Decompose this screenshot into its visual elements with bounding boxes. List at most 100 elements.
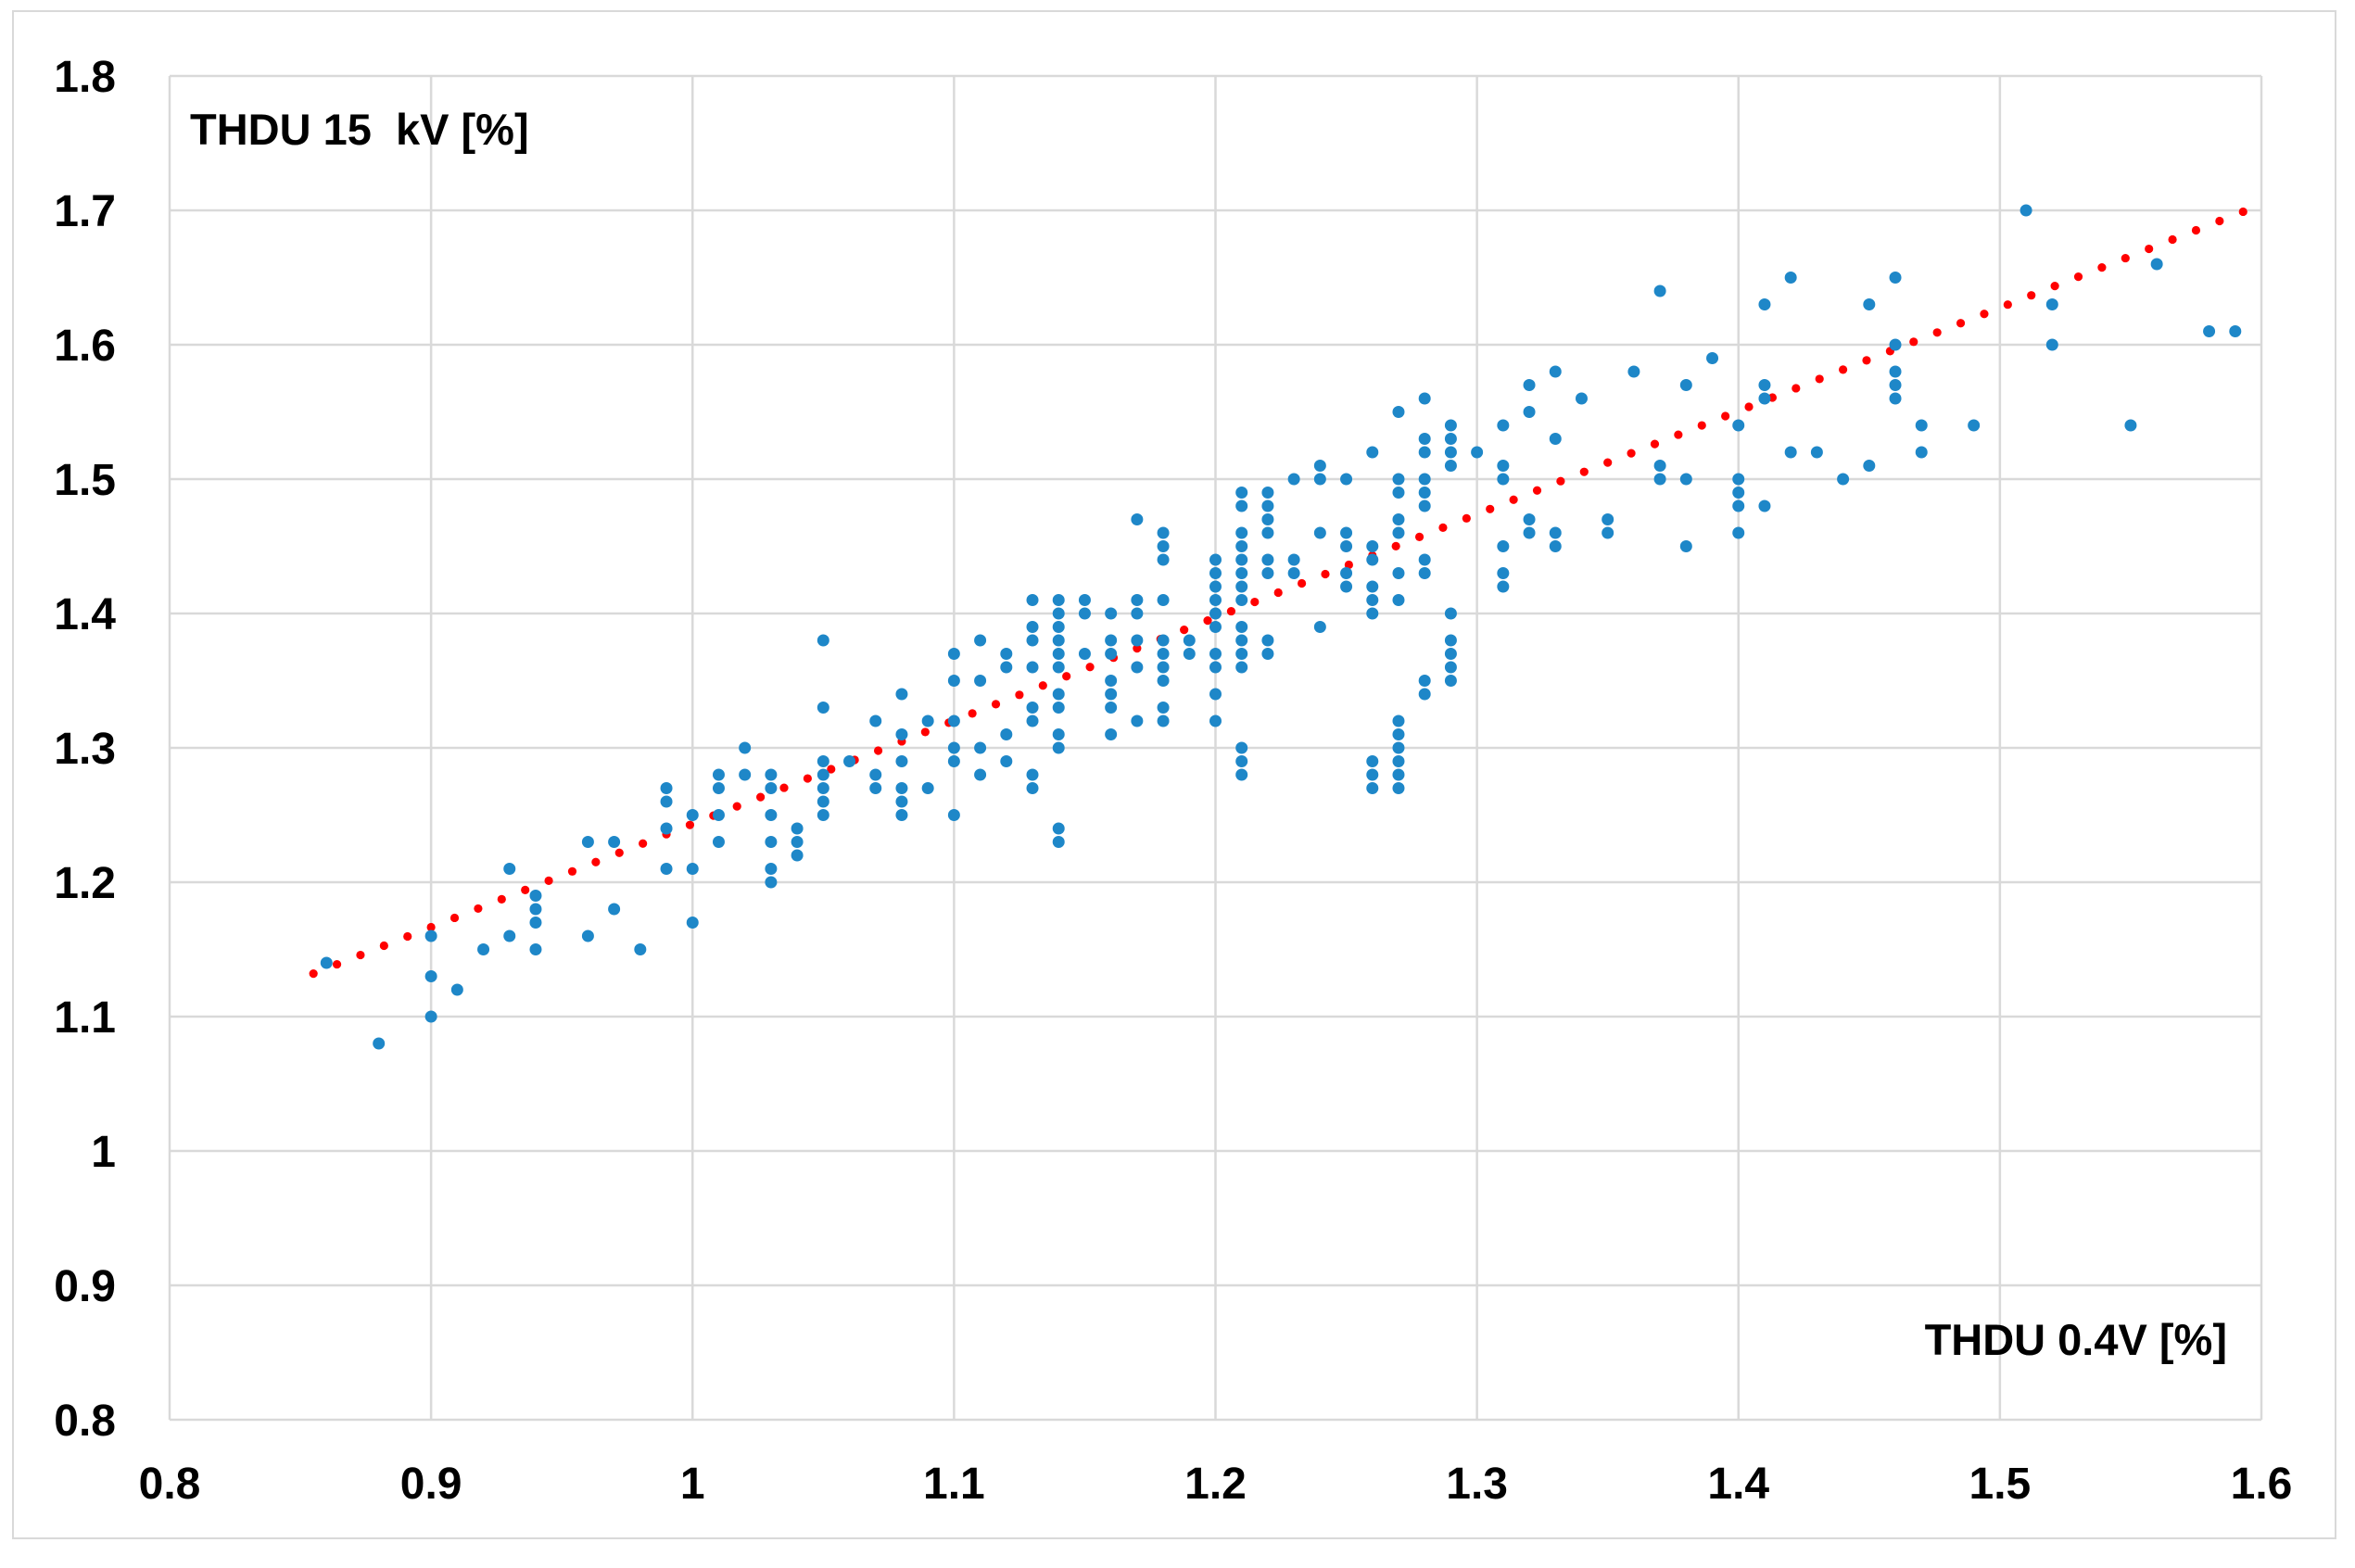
data-point xyxy=(1313,473,1326,486)
data-point xyxy=(1679,540,1692,552)
data-point xyxy=(739,768,752,781)
data-point xyxy=(1497,473,1510,486)
data-point xyxy=(660,863,673,875)
trend-dot xyxy=(1650,439,1660,449)
trend-dot xyxy=(756,792,766,802)
trend-dot xyxy=(1579,467,1589,476)
x-tick-label: 1.1 xyxy=(923,1460,985,1509)
trend-dot xyxy=(779,783,789,792)
data-point xyxy=(529,943,542,955)
data-point xyxy=(1078,607,1091,620)
data-point xyxy=(1679,473,1692,486)
trend-dot xyxy=(1462,513,1471,523)
data-point xyxy=(1653,460,1666,472)
data-point xyxy=(1209,714,1222,727)
data-point xyxy=(765,836,778,848)
data-point xyxy=(1026,594,1039,606)
data-point xyxy=(1000,728,1013,740)
data-point xyxy=(1105,688,1118,701)
trend-dot xyxy=(1321,569,1330,579)
trend-dot xyxy=(1674,430,1683,439)
data-point xyxy=(581,929,594,942)
trend-dot xyxy=(1203,616,1212,626)
data-point xyxy=(1366,782,1379,794)
data-point xyxy=(634,943,647,955)
trend-dot xyxy=(827,765,836,774)
trend-dot xyxy=(1391,541,1400,550)
data-point xyxy=(1444,634,1457,647)
data-point xyxy=(1915,419,1928,432)
data-point xyxy=(895,728,908,740)
data-point xyxy=(895,795,908,808)
data-point xyxy=(1732,487,1745,499)
trend-dot xyxy=(1273,588,1283,598)
data-point xyxy=(1549,526,1562,539)
data-point xyxy=(1026,702,1039,714)
data-point xyxy=(947,809,960,821)
data-point xyxy=(1209,648,1222,660)
data-point xyxy=(1183,634,1196,647)
data-point xyxy=(1366,607,1379,620)
data-point xyxy=(974,768,987,781)
data-point xyxy=(947,714,960,727)
data-point xyxy=(1209,567,1222,579)
data-point xyxy=(1313,621,1326,633)
trend-dot xyxy=(1980,310,1989,319)
data-point xyxy=(974,634,987,647)
x-tick-label: 0.8 xyxy=(139,1460,201,1509)
data-point xyxy=(712,768,725,781)
trend-dot xyxy=(685,820,695,829)
data-point xyxy=(1052,702,1065,714)
data-point xyxy=(2019,204,2032,217)
data-point xyxy=(1340,567,1353,579)
data-point xyxy=(686,917,699,929)
data-point xyxy=(686,809,699,821)
data-point xyxy=(1418,567,1431,579)
data-point xyxy=(1157,675,1170,687)
data-point xyxy=(1837,473,1850,486)
trend-dot xyxy=(1839,365,1848,374)
data-point xyxy=(1287,567,1300,579)
data-point xyxy=(1392,473,1405,486)
data-point xyxy=(1392,594,1405,606)
data-point xyxy=(765,809,778,821)
trend-dot xyxy=(1250,597,1260,607)
data-point xyxy=(1209,661,1222,674)
data-point xyxy=(791,836,804,848)
data-point xyxy=(1131,661,1144,674)
data-point xyxy=(320,956,333,969)
data-point xyxy=(1261,553,1274,566)
data-point xyxy=(817,782,829,794)
data-point xyxy=(477,943,490,955)
data-point xyxy=(1392,714,1405,727)
trend-dot xyxy=(920,727,930,737)
data-point xyxy=(1105,648,1118,660)
data-point xyxy=(1157,702,1170,714)
trend-dot xyxy=(1085,663,1095,672)
trend-dot xyxy=(968,709,977,718)
trend-dot xyxy=(2168,234,2177,245)
data-point xyxy=(765,876,778,889)
data-point xyxy=(1157,540,1170,552)
y-tick-label: 0.9 xyxy=(54,1262,116,1311)
data-point xyxy=(503,929,516,942)
trend-dot xyxy=(614,848,624,857)
data-point xyxy=(817,702,829,714)
data-point xyxy=(1052,648,1065,660)
trend-dot xyxy=(1956,319,1966,328)
data-point xyxy=(1392,755,1405,767)
trend-dot xyxy=(2073,272,2083,282)
x-tick-label: 1.5 xyxy=(1969,1460,2032,1509)
data-point xyxy=(1392,741,1405,754)
data-point xyxy=(1392,567,1405,579)
data-point xyxy=(1131,607,1144,620)
data-point xyxy=(1235,594,1248,606)
data-point xyxy=(1392,406,1405,418)
data-point xyxy=(1889,272,1902,284)
data-point xyxy=(817,755,829,767)
data-point xyxy=(1209,594,1222,606)
trend-dot xyxy=(403,931,412,942)
data-point xyxy=(1157,661,1170,674)
data-point xyxy=(1602,526,1614,539)
